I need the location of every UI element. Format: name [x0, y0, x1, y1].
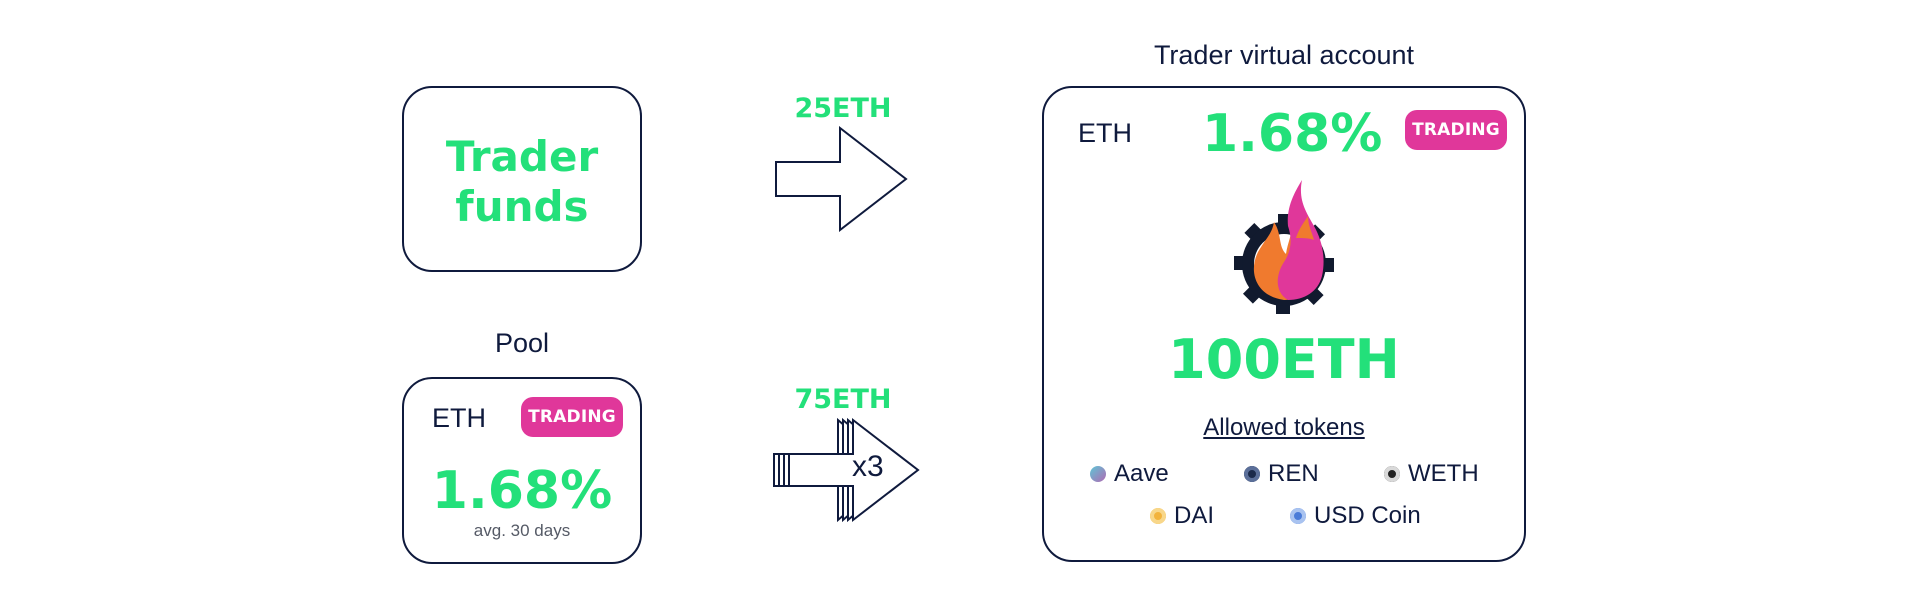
- top-transfer-arrow: [775, 126, 908, 232]
- allowed-tokens-label: Allowed tokens: [1203, 414, 1365, 441]
- usd-coin-icon: [1290, 508, 1306, 524]
- aave-icon: [1090, 466, 1106, 482]
- virtual-account-box: ETH 1.68% TRADING 100ETH Allowed tokens …: [1042, 86, 1526, 562]
- token-ren: REN: [1244, 460, 1319, 488]
- token-weth: WETH: [1384, 460, 1479, 488]
- trader-funds-title: Trader funds: [445, 132, 599, 231]
- flame-gear-logo: [1234, 180, 1334, 314]
- virtual-account-asset: ETH: [1078, 118, 1132, 148]
- bottom-arrow-multiplier: x3: [852, 450, 884, 483]
- token-dai: DAI: [1150, 502, 1214, 530]
- pool-asset: ETH: [432, 403, 486, 433]
- pool-rate-note: avg. 30 days: [473, 521, 571, 540]
- pool-rate: 1.68%: [431, 461, 613, 521]
- trader-funds-box: Trader funds: [402, 86, 642, 272]
- virtual-account-status-badge: TRADING: [1405, 110, 1507, 150]
- virtual-account-total: 100ETH: [1168, 328, 1400, 391]
- bottom-transfer-arrow-stack: [773, 417, 920, 523]
- ren-icon: [1244, 466, 1260, 482]
- bottom-arrow-amount: 75ETH: [794, 384, 892, 415]
- dai-icon: [1150, 508, 1166, 524]
- weth-icon: [1384, 466, 1400, 482]
- token-usd-coin: USD Coin: [1290, 502, 1421, 530]
- top-arrow-amount: 25ETH: [794, 93, 892, 124]
- pool-status-badge: TRADING: [521, 397, 623, 437]
- pool-title: Pool: [494, 328, 550, 358]
- virtual-account-rate: 1.68%: [1202, 104, 1383, 164]
- virtual-account-title: Trader virtual account: [1153, 40, 1415, 70]
- pool-box: ETH TRADING 1.68% avg. 30 days: [402, 377, 642, 564]
- token-aave: Aave: [1090, 460, 1169, 488]
